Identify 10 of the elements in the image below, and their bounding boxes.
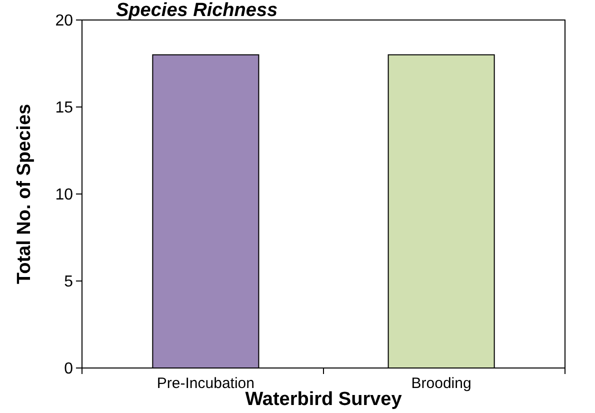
x-tick-label: Brooding [411,375,472,392]
y-tick-label: 5 [64,274,74,291]
chart-title: Species Richness [116,0,278,21]
y-tick-label: 10 [55,186,74,204]
y-tick-label: 15 [55,100,74,117]
x-axis-title: Waterbird Survey [245,389,402,410]
y-axis-title: Total No. of Species [14,104,35,284]
y-tick-label: 20 [55,12,74,30]
y-tick-label: 0 [64,360,74,378]
x-tick-label: Pre-Incubation [156,375,254,392]
